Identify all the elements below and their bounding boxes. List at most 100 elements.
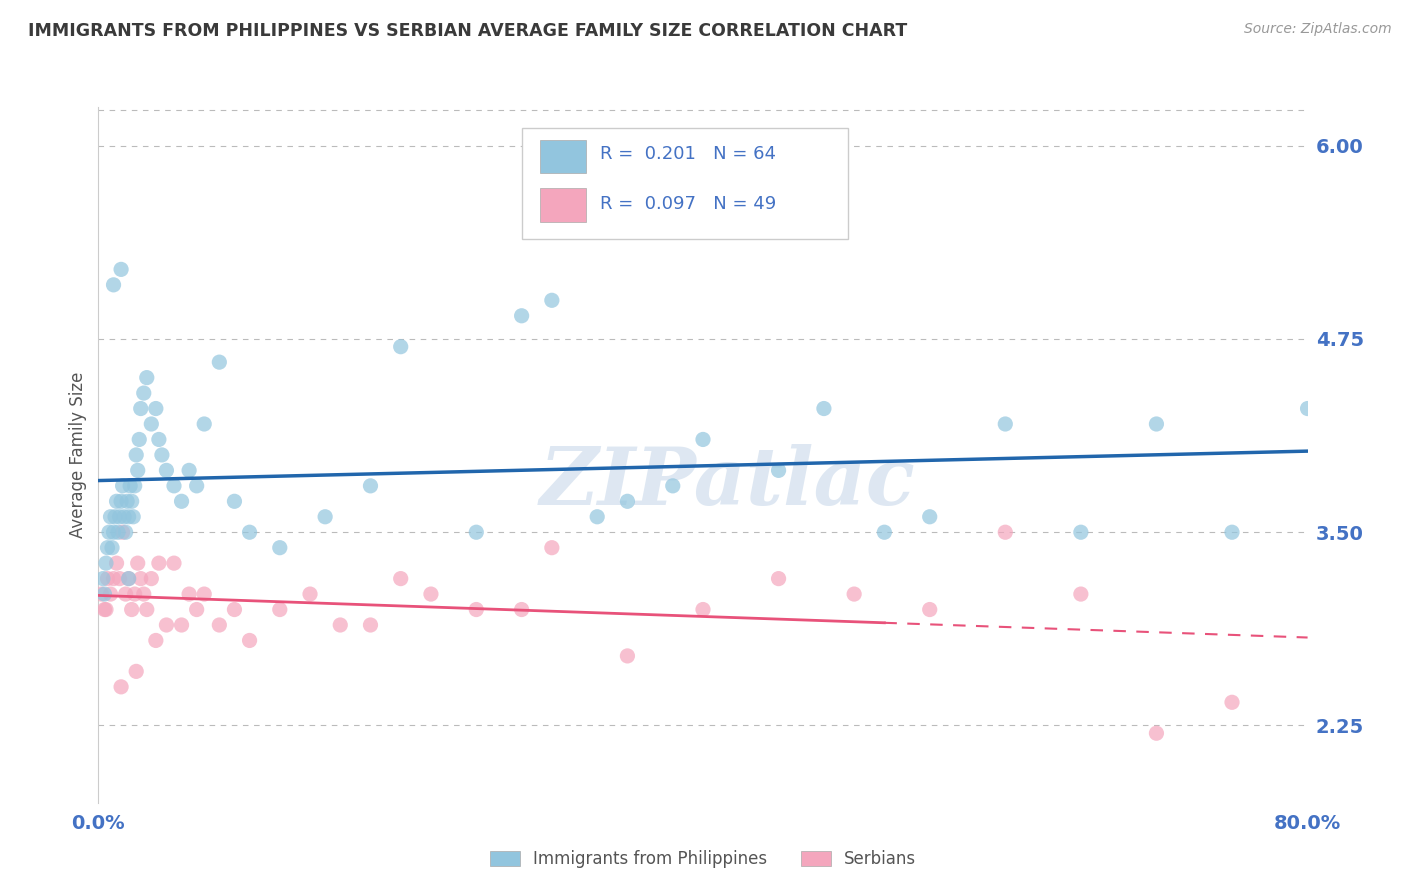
Point: [269, 541, 291, 555]
Point: [145, 633, 167, 648]
Point: [122, 509, 145, 524]
Point: [96, 541, 118, 555]
Point: [110, 680, 132, 694]
Point: [91, 572, 114, 586]
Point: [129, 572, 152, 586]
Point: [616, 648, 638, 663]
Point: [616, 494, 638, 508]
Point: [148, 433, 170, 447]
Point: [93, 587, 115, 601]
Point: [239, 633, 262, 648]
Point: [145, 401, 167, 416]
Point: [110, 262, 132, 277]
Point: [141, 417, 163, 431]
FancyBboxPatch shape: [540, 140, 586, 173]
Point: [110, 494, 132, 508]
Point: [329, 618, 352, 632]
Point: [586, 509, 609, 524]
Point: [813, 401, 835, 416]
Point: [111, 525, 134, 540]
Point: [844, 587, 866, 601]
Point: [1220, 525, 1243, 540]
Text: R =  0.097   N = 49: R = 0.097 N = 49: [600, 195, 776, 213]
Point: [269, 602, 291, 616]
Point: [103, 572, 125, 586]
Point: [93, 602, 115, 616]
Point: [186, 479, 208, 493]
Point: [128, 433, 150, 447]
Point: [100, 587, 122, 601]
FancyBboxPatch shape: [540, 188, 586, 222]
Point: [120, 479, 142, 493]
Point: [1070, 587, 1092, 601]
Point: [141, 572, 163, 586]
Point: [111, 479, 134, 493]
Point: [1296, 401, 1319, 416]
Point: [420, 587, 443, 601]
Point: [108, 509, 131, 524]
Point: [208, 355, 231, 369]
Point: [510, 602, 533, 616]
Point: [873, 525, 896, 540]
Point: [360, 618, 382, 632]
Point: [186, 602, 208, 616]
Point: [125, 448, 148, 462]
Point: [105, 494, 128, 508]
Point: [360, 479, 382, 493]
Point: [100, 509, 122, 524]
Point: [125, 665, 148, 679]
Point: [132, 587, 155, 601]
Point: [541, 541, 564, 555]
Point: [239, 525, 262, 540]
Text: R =  0.201   N = 64: R = 0.201 N = 64: [600, 145, 776, 163]
Point: [179, 587, 201, 601]
Point: [94, 556, 117, 570]
Point: [118, 572, 141, 586]
Text: IMMIGRANTS FROM PHILIPPINES VS SERBIAN AVERAGE FAMILY SIZE CORRELATION CHART: IMMIGRANTS FROM PHILIPPINES VS SERBIAN A…: [28, 22, 907, 40]
Legend: Immigrants from Philippines, Serbians: Immigrants from Philippines, Serbians: [484, 844, 922, 875]
Point: [994, 417, 1017, 431]
Point: [107, 525, 129, 540]
Point: [150, 448, 173, 462]
Point: [224, 602, 246, 616]
Point: [101, 541, 124, 555]
Point: [132, 386, 155, 401]
Point: [918, 602, 941, 616]
Text: Source: ZipAtlas.com: Source: ZipAtlas.com: [1244, 22, 1392, 37]
Point: [170, 494, 193, 508]
Point: [103, 277, 125, 292]
Point: [94, 602, 117, 616]
Point: [314, 509, 336, 524]
Point: [114, 525, 136, 540]
Point: [465, 602, 488, 616]
Point: [135, 370, 157, 384]
Y-axis label: Average Family Size: Average Family Size: [69, 372, 87, 538]
FancyBboxPatch shape: [522, 128, 848, 239]
Point: [96, 572, 118, 586]
Point: [135, 602, 157, 616]
Point: [224, 494, 246, 508]
Point: [155, 618, 177, 632]
Point: [127, 556, 149, 570]
Point: [299, 587, 322, 601]
Point: [389, 340, 412, 354]
Point: [90, 587, 112, 601]
Point: [170, 618, 193, 632]
Point: [179, 463, 201, 477]
Point: [129, 401, 152, 416]
Point: [1220, 695, 1243, 709]
Point: [112, 509, 135, 524]
Point: [118, 509, 141, 524]
Point: [155, 463, 177, 477]
Point: [118, 572, 141, 586]
Point: [768, 463, 790, 477]
Point: [121, 494, 143, 508]
Point: [124, 587, 146, 601]
Point: [768, 572, 790, 586]
Point: [662, 479, 685, 493]
Point: [918, 509, 941, 524]
Point: [389, 572, 412, 586]
Point: [114, 587, 136, 601]
Point: [193, 417, 215, 431]
Point: [105, 556, 128, 570]
